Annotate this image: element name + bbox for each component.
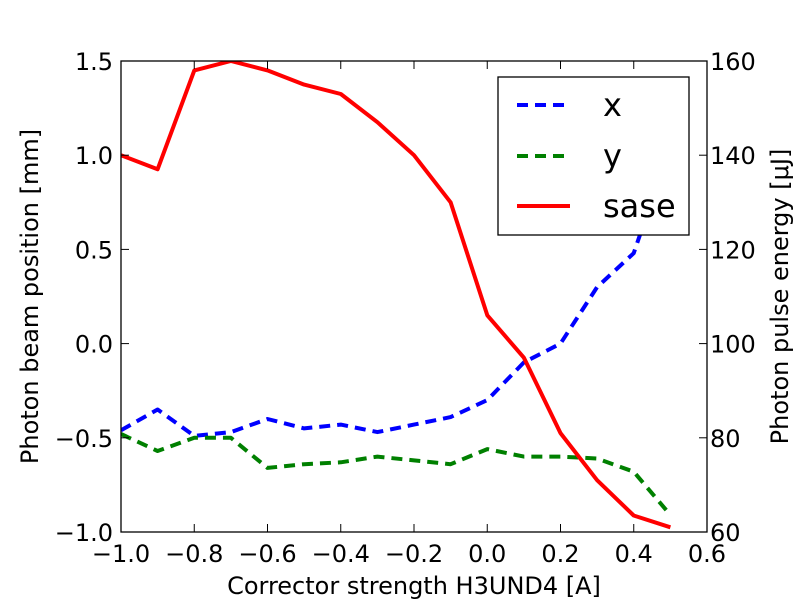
legend-label-sase: sase [603,187,676,225]
ticks-layer: −1.0 −0.8 −0.6 −0.4 −0.2 0.0 0.2 0.4 0.6 −1.0 −0.5… [55,48,756,568]
y-tick-label-right: 80 [710,425,741,453]
series-line-y [121,432,672,517]
y-tick-label-right: 60 [710,519,741,547]
y-tick-label-left: −0.5 [55,425,113,453]
x-tick-label: −0.8 [165,540,223,568]
legend-label-y: y [603,137,622,175]
legend-label-x: x [603,86,622,124]
y-tick-label-left: 0.0 [75,331,113,359]
y-tick-label-right: 100 [710,331,756,359]
series-layer [121,61,673,530]
x-tick-label: 0.6 [688,540,726,568]
x-tick-label: 0.4 [615,540,653,568]
x-tick-label: −1.0 [92,540,150,568]
y-tick-label-left: 1.5 [75,48,113,76]
y-tick-label-left: −1.0 [55,519,113,547]
series-line-sase [121,61,672,530]
legend-box [497,76,690,236]
y-tick-label-left: 0.5 [75,236,113,264]
y-tick-label-right: 140 [710,142,756,170]
y-axis-label-right: Photon pulse energy [μJ] [766,149,794,445]
legend: xy sase [497,76,690,236]
x-tick-label: 0.0 [468,540,506,568]
series-line-x [121,145,673,438]
y-tick-label-right: 160 [710,48,756,76]
y-tick-label-right: 120 [710,236,756,264]
x-axis-label: Corrector strength H3UND4 [A] [227,572,601,600]
x-tick-label: −0.6 [238,540,296,568]
y-axis-label-left: Photon beam position [mm] [16,129,44,464]
y-tick-label-left: 1.0 [75,142,113,170]
x-tick-label: −0.4 [312,540,370,568]
x-tick-label: −0.2 [385,540,443,568]
x-tick-label: 0.2 [541,540,579,568]
